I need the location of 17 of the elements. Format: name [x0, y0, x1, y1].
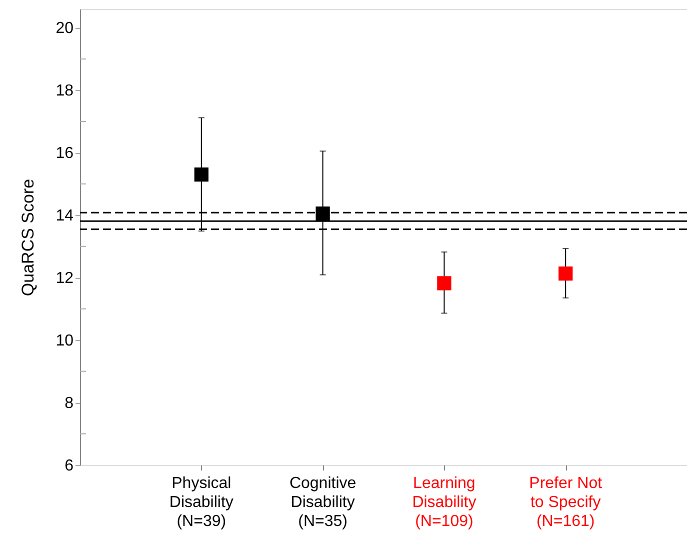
- y-tick-label: 16: [56, 145, 74, 162]
- point: [194, 167, 208, 182]
- y-tick-label: 6: [64, 458, 74, 474]
- x-tick-label: Physical Disability (N=39): [169, 475, 234, 530]
- point: [558, 266, 573, 281]
- y-tick-label: 10: [56, 332, 74, 350]
- x-tick-label: Prefer Not to Specify (N=161): [529, 475, 603, 530]
- y-tick-label: 14: [56, 208, 74, 225]
- x-tick-label: Learning Disability (N=109): [412, 475, 476, 530]
- y-axis-title: QuaRCS Score: [18, 178, 38, 296]
- point: [437, 276, 452, 290]
- y-tick-label: 8: [64, 395, 74, 412]
- point: [316, 206, 330, 221]
- x-tick-label: Cognitive Disability (N=35): [289, 475, 356, 530]
- y-tick-label: 12: [56, 270, 74, 288]
- y-tick-label: 20: [56, 20, 74, 38]
- y-tick-label: 18: [56, 82, 74, 100]
